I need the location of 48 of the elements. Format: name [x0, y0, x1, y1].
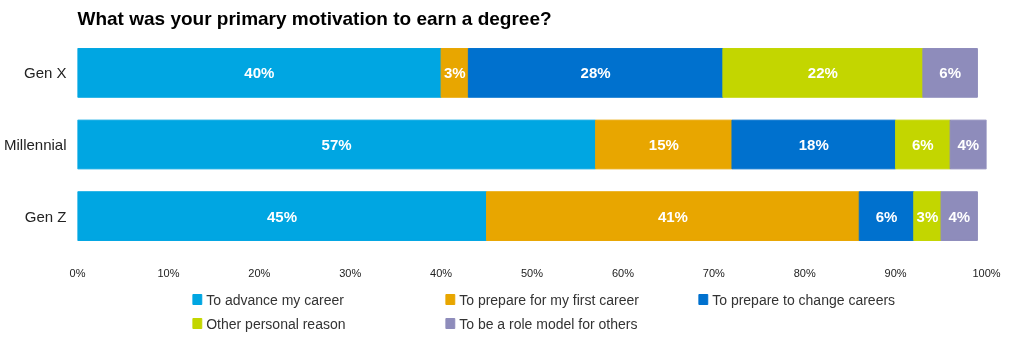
legend-label: Other personal reason: [206, 315, 346, 332]
x-tick-label: 100%: [972, 266, 1001, 279]
data-label: 40%: [244, 64, 275, 82]
legend-label: To prepare for my first career: [459, 291, 640, 308]
x-tick-label: 10%: [157, 266, 180, 279]
bar: [731, 119, 897, 170]
x-tick-label: 30%: [339, 266, 362, 279]
data-label: 57%: [321, 136, 352, 153]
x-tick-label: 40%: [430, 266, 453, 279]
bar: [467, 48, 724, 98]
bar: [940, 191, 978, 241]
x-tick-label: 90%: [884, 266, 907, 279]
legend-label: To prepare to change careers: [712, 291, 896, 308]
legend-label: To be a role model for others: [459, 315, 638, 332]
x-tick-label: 80%: [793, 266, 816, 279]
y-tick-label: Millennial: [3, 136, 67, 153]
data-label: 28%: [580, 64, 611, 82]
bar: [949, 119, 987, 170]
data-label: 22%: [807, 64, 838, 82]
x-tick-label: 50%: [520, 266, 544, 279]
bar: [858, 191, 915, 241]
data-label: 45%: [267, 207, 298, 225]
bar: [595, 119, 733, 170]
x-tick-label: 20%: [248, 266, 271, 279]
data-label: 3%: [443, 64, 466, 82]
legend-label: To advance my career: [206, 291, 345, 308]
data-label: 6%: [939, 64, 961, 82]
bar: [77, 119, 597, 170]
bar: [77, 48, 442, 98]
data-label: 3%: [916, 207, 939, 225]
data-label: 41%: [657, 207, 688, 225]
data-label: 4%: [948, 207, 971, 225]
x-tick-label: 60%: [611, 266, 635, 279]
data-label: 6%: [875, 207, 898, 225]
y-tick-label: Gen X: [23, 64, 67, 82]
data-label: 18%: [798, 136, 829, 153]
x-tick-label: 70%: [702, 266, 726, 279]
chart-title: What was your primary motivation to earn a degree?: [77, 7, 552, 29]
data-label: 15%: [648, 136, 679, 153]
data-label: 4%: [957, 136, 980, 153]
bar: [895, 119, 951, 170]
data-label: 6%: [912, 136, 934, 153]
x-tick-label: 0%: [69, 266, 86, 279]
bar: [486, 191, 860, 241]
bar: [722, 48, 924, 98]
bar: [77, 191, 488, 241]
y-tick-label: Gen Z: [24, 207, 67, 225]
bar: [922, 48, 978, 98]
